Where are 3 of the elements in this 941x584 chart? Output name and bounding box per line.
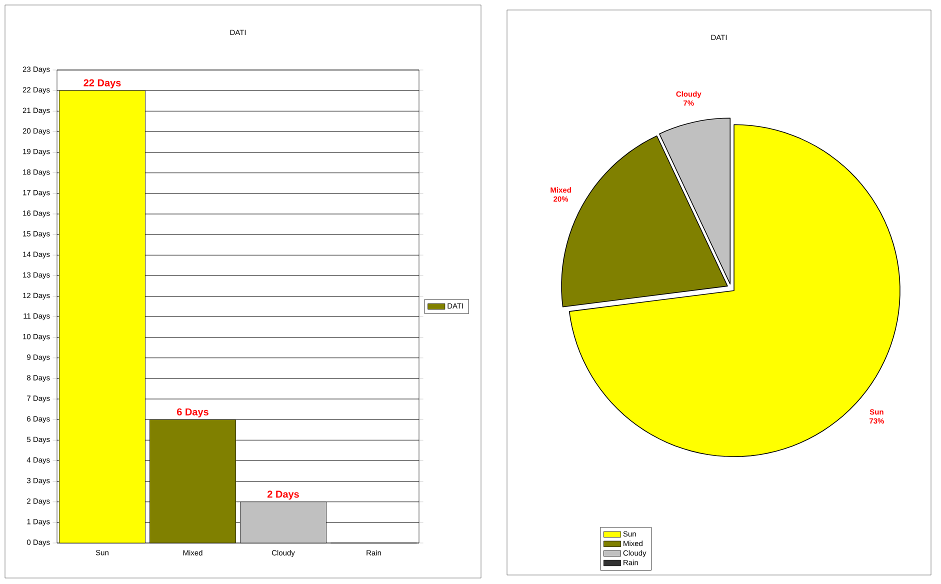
data-label: 2 Days	[267, 490, 299, 500]
data-label: 6 Days	[176, 408, 208, 418]
data-label: 22 Days	[84, 79, 121, 88]
